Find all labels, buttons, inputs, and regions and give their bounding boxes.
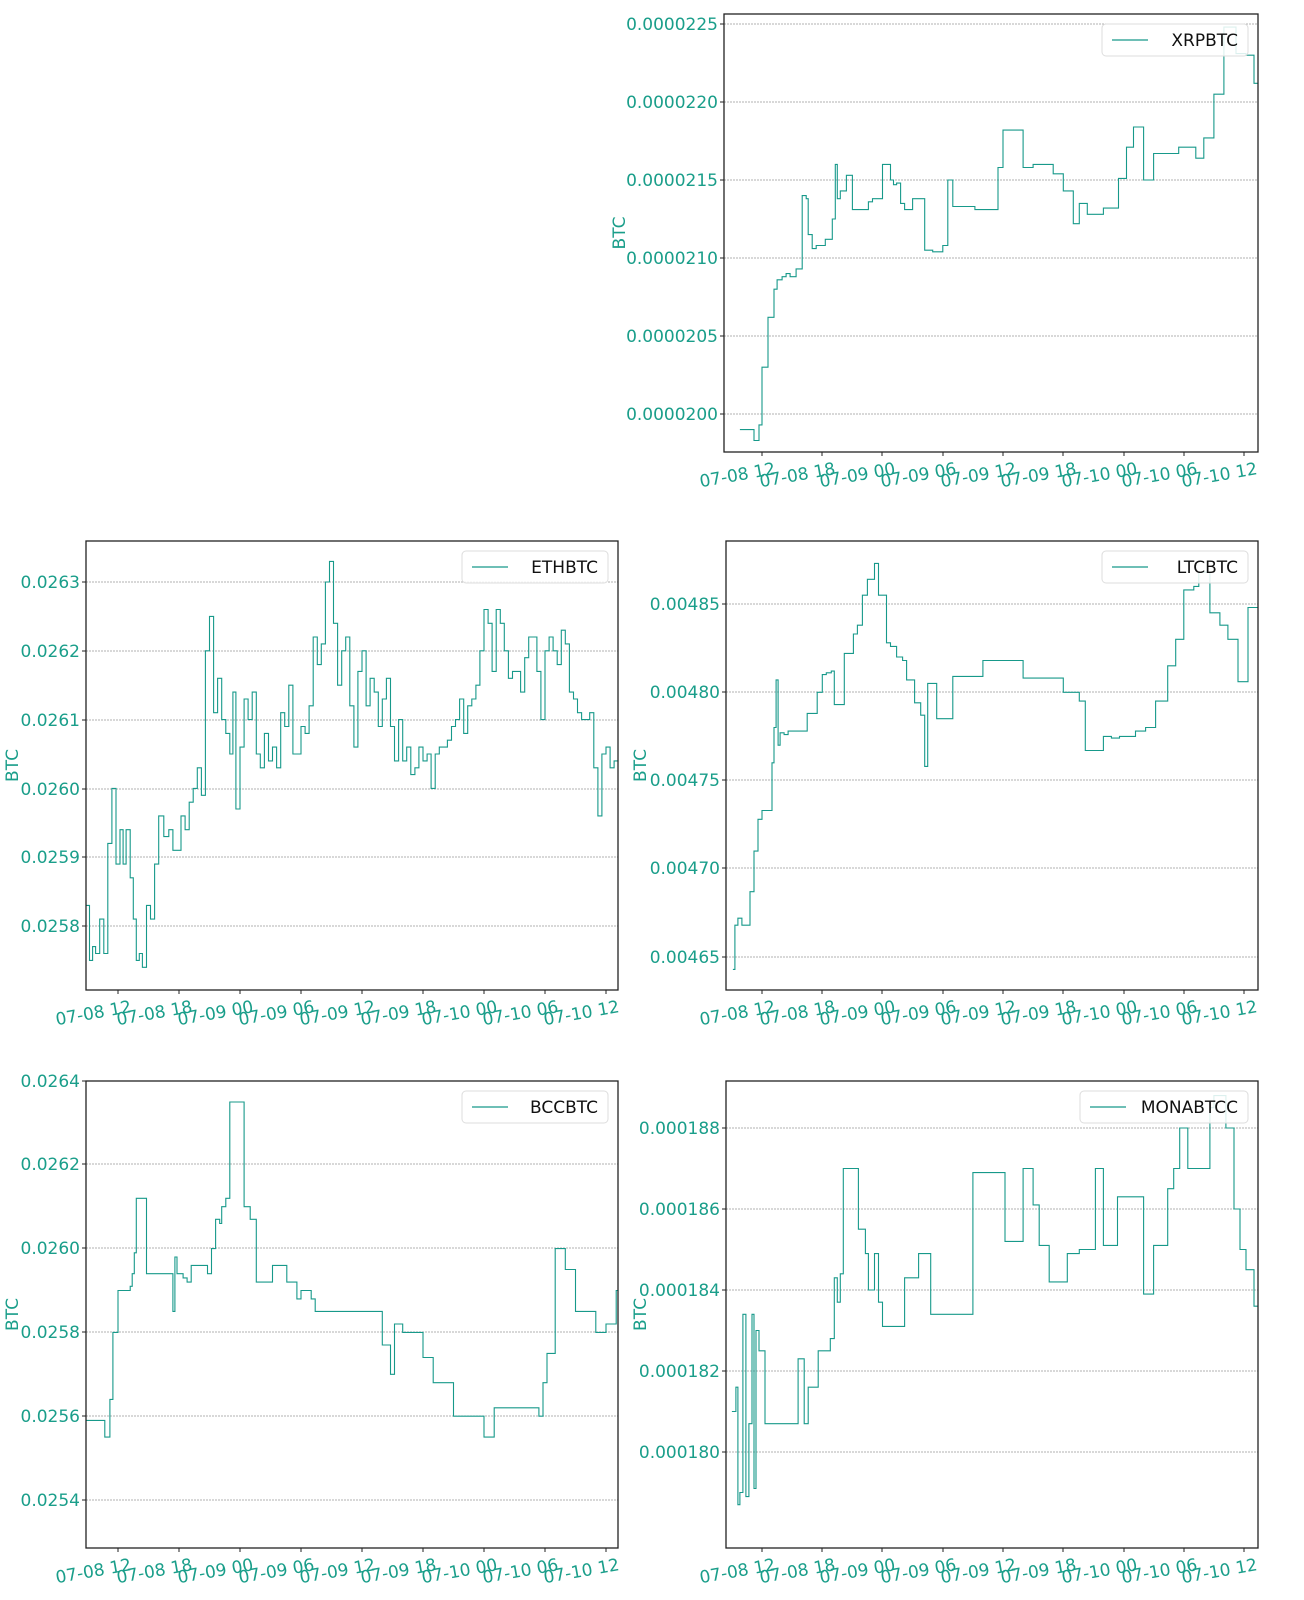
y-tick-label: 0.0259	[21, 848, 80, 868]
y-tick-label: 0.00480	[650, 683, 720, 703]
y-axis-label: BTC	[631, 749, 651, 782]
chart-ltcbtc: 0.004650.004700.004750.004800.0048507-08…	[631, 540, 1259, 1030]
chart-bccbtc: 0.02540.02560.02580.02600.02620.026407-0…	[3, 1072, 621, 1588]
y-tick-label: 0.000184	[639, 1281, 720, 1301]
y-axis-label: BTC	[3, 1298, 23, 1331]
legend-label: XRPBTC	[1171, 31, 1238, 51]
legend: ETHBTC	[461, 550, 609, 584]
chart-xrpbtc: 0.0000200 0.0000205 0.0000210 0.0000215 0.00…	[610, 13, 1259, 492]
y-tick-label: 0.000188	[639, 1119, 720, 1139]
axes-frame	[85, 540, 619, 991]
y-axis-label: BTC	[631, 1298, 651, 1331]
y-tick-label: 0.00475	[650, 771, 720, 791]
legend: LTCBTC	[1101, 550, 1249, 584]
y-tick-label: 0.0262	[21, 1155, 80, 1175]
legend-label: ETHBTC	[531, 558, 598, 578]
legend: BCCBTC	[461, 1090, 609, 1124]
y-tick-label: 0.000186	[639, 1200, 720, 1220]
y-tick-label: 0.0263	[21, 573, 80, 593]
y-tick-label: 0.0262	[21, 642, 80, 662]
y-tick-label: 0.0000225	[626, 15, 718, 35]
price-series-line	[739, 26, 1258, 442]
legend-label: BCCBTC	[530, 1098, 598, 1118]
y-tick-label: 0.00470	[650, 859, 720, 879]
legend: MONABTCC	[1079, 1090, 1249, 1124]
y-tick-label: 0.0000205	[626, 327, 718, 347]
y-tick-label: 0.0000215	[626, 171, 718, 191]
y-axis-label: BTC	[3, 749, 23, 782]
chart-monabtcc: 0.000180 0.000182 0.000184 0.000186 0.000188…	[631, 1080, 1259, 1588]
price-series-line	[732, 562, 1258, 970]
axes-frame	[725, 1080, 1259, 1549]
y-tick-label: 0.0000200	[626, 405, 718, 425]
y-tick-label: 0.0261	[21, 711, 80, 731]
y-tick-label: 0.0258	[21, 1323, 80, 1343]
price-series-line	[86, 560, 618, 968]
y-tick-label: 0.00465	[650, 948, 720, 968]
y-tick-label: 0.0260	[21, 780, 80, 800]
legend-label: LTCBTC	[1177, 558, 1238, 578]
y-axis-label: BTC	[610, 217, 630, 250]
legend: XRPBTC	[1101, 23, 1249, 57]
y-tick-label: 0.00485	[650, 595, 720, 615]
y-tick-label: 0.0000210	[626, 249, 718, 269]
y-tick-label: 0.000182	[639, 1362, 720, 1382]
price-series-line	[86, 1101, 618, 1438]
axes-frame	[725, 540, 1259, 991]
y-tick-label: 0.0254	[21, 1491, 80, 1511]
legend-label: MONABTCC	[1141, 1098, 1238, 1118]
y-tick-label: 0.0260	[21, 1239, 80, 1259]
axes-frame	[723, 13, 1259, 453]
y-tick-label: 0.0258	[21, 917, 80, 937]
chart-ethbtc: 0.02580.02590.02600.02610.02620.026307-0…	[3, 540, 621, 1030]
y-tick-label: 0.0000220	[626, 93, 718, 113]
y-tick-label: 0.0256	[21, 1407, 80, 1427]
y-tick-label: 0.000180	[639, 1443, 720, 1463]
price-series-line	[731, 1095, 1258, 1506]
axes-frame	[85, 1080, 619, 1549]
y-tick-label: 0.0264	[21, 1072, 80, 1092]
